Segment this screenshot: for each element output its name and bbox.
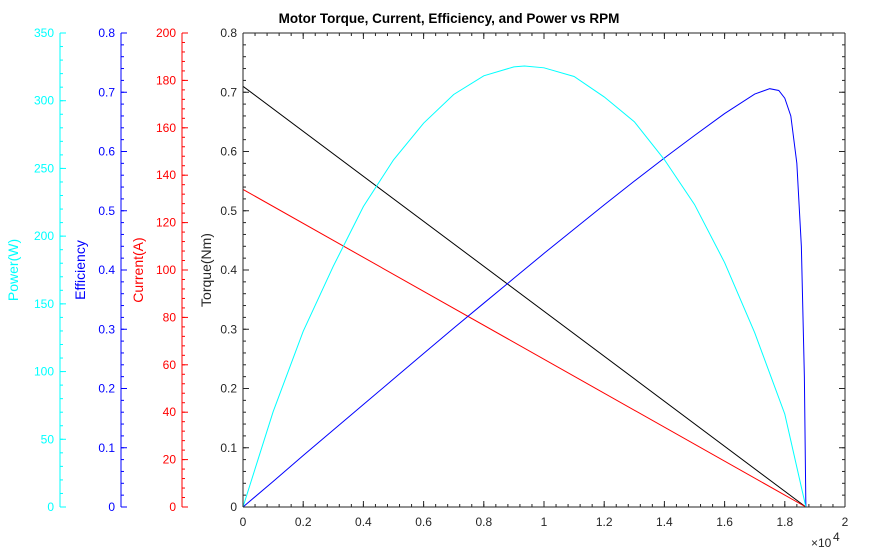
y-tick-label-power: 200 bbox=[34, 229, 54, 243]
axes-layer: 0 0.2 0.4 0.6 0.8 1 1.2 1.4 1.6 1.8 2×10 400.10.20.… bbox=[5, 26, 849, 550]
x-tick-label: 0.4 bbox=[355, 515, 372, 529]
y-tick-label-efficiency: 0.5 bbox=[98, 204, 115, 218]
x-tick-label: 1 bbox=[541, 515, 548, 529]
x-tick-label: 0.2 bbox=[295, 515, 312, 529]
y-tick-label-power: 0 bbox=[47, 500, 54, 514]
y-tick-label-power: 50 bbox=[41, 432, 55, 446]
y-tick-label-power: 100 bbox=[34, 365, 54, 379]
x-tick-label: 1.8 bbox=[776, 515, 793, 529]
y-tick-label-torque: 0.7 bbox=[220, 85, 237, 99]
y-tick-label-current: 180 bbox=[156, 73, 176, 87]
x-exponent-power: 4 bbox=[833, 530, 840, 544]
series-line-power bbox=[242, 65, 807, 508]
y-tick-label-efficiency: 0.8 bbox=[98, 26, 115, 40]
y-tick-label-torque: 0.6 bbox=[220, 145, 237, 159]
y-tick-label-efficiency: 0.3 bbox=[98, 322, 115, 336]
y-tick-label-torque: 0.3 bbox=[220, 322, 237, 336]
y-tick-label-torque: 0.2 bbox=[220, 382, 237, 396]
y-axis-label-efficiency: Efficiency bbox=[72, 240, 88, 300]
y-tick-label-current: 100 bbox=[156, 263, 176, 277]
y-tick-label-current: 120 bbox=[156, 216, 176, 230]
series-line-current bbox=[242, 188, 807, 508]
y-tick-label-efficiency: 0.7 bbox=[98, 85, 115, 99]
y-tick-label-torque: 0 bbox=[230, 500, 237, 514]
y-axis-label-power: Power(W) bbox=[5, 239, 21, 301]
y-tick-label-power: 150 bbox=[34, 297, 54, 311]
series-line-efficiency bbox=[242, 88, 807, 508]
y-tick-label-current: 40 bbox=[163, 405, 177, 419]
y-tick-label-efficiency: 0.6 bbox=[98, 145, 115, 159]
y-tick-label-current: 200 bbox=[156, 26, 176, 40]
y-tick-label-torque: 0.8 bbox=[220, 26, 237, 40]
y-tick-label-current: 140 bbox=[156, 168, 176, 182]
x-tick-label: 0.6 bbox=[415, 515, 432, 529]
y-tick-label-efficiency: 0.4 bbox=[98, 263, 115, 277]
y-tick-label-efficiency: 0 bbox=[108, 500, 115, 514]
series-line-torque bbox=[242, 85, 807, 508]
y-tick-label-current: 160 bbox=[156, 121, 176, 135]
x-tick-label: 2 bbox=[842, 515, 849, 529]
chart-title: Motor Torque, Current, Efficiency, and P… bbox=[279, 11, 620, 26]
y-tick-label-current: 20 bbox=[163, 453, 177, 467]
x-tick-label: 0.8 bbox=[475, 515, 492, 529]
y-tick-label-power: 250 bbox=[34, 161, 54, 175]
y-tick-label-torque: 0.4 bbox=[220, 263, 237, 277]
x-tick-label: 1.6 bbox=[716, 515, 733, 529]
x-tick-label: 0 bbox=[240, 515, 247, 529]
x-tick-label: 1.4 bbox=[656, 515, 673, 529]
series-layer bbox=[242, 65, 807, 508]
y-tick-label-power: 300 bbox=[34, 94, 54, 108]
y-tick-label-torque: 0.5 bbox=[220, 204, 237, 218]
y-tick-label-current: 0 bbox=[169, 500, 176, 514]
y-tick-label-current: 80 bbox=[163, 310, 177, 324]
y-tick-label-efficiency: 0.1 bbox=[98, 441, 115, 455]
y-tick-label-current: 60 bbox=[163, 358, 177, 372]
y-axis-label-current: Current(A) bbox=[130, 237, 146, 302]
y-tick-label-torque: 0.1 bbox=[220, 441, 237, 455]
y-tick-label-power: 350 bbox=[34, 26, 54, 40]
y-axis-label-torque: Torque(Nm) bbox=[198, 233, 214, 307]
x-tick-label: 1.2 bbox=[596, 515, 613, 529]
x-exponent-label: ×10 bbox=[811, 536, 832, 550]
y-tick-label-efficiency: 0.2 bbox=[98, 382, 115, 396]
